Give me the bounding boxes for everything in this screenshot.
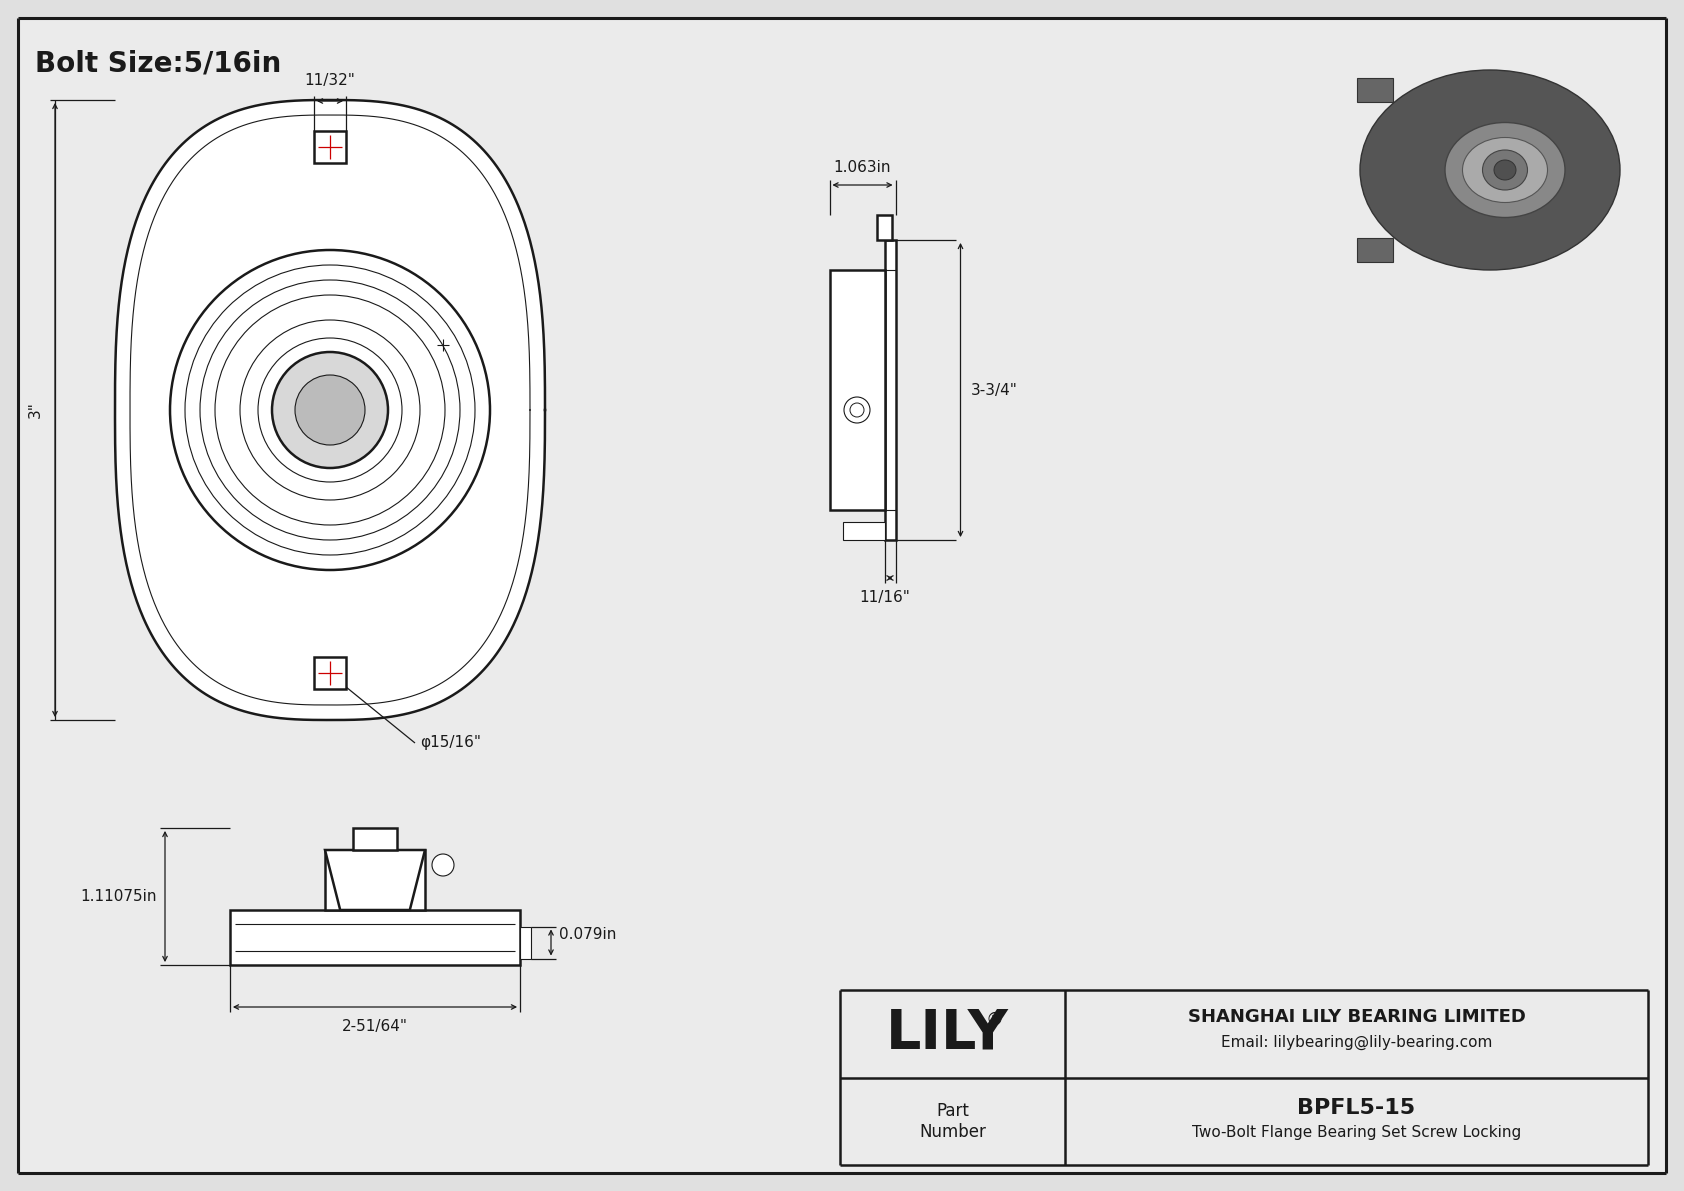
Text: 3-3/4": 3-3/4" — [970, 382, 1017, 398]
Bar — [877, 216, 893, 241]
Bar — [842, 522, 884, 540]
Circle shape — [433, 854, 455, 877]
Text: BPFL5-15: BPFL5-15 — [1297, 1097, 1416, 1117]
Text: φ15/16": φ15/16" — [419, 736, 482, 750]
Bar — [313, 657, 345, 690]
Text: 1.063in: 1.063in — [834, 160, 891, 175]
Ellipse shape — [1462, 137, 1548, 202]
Circle shape — [295, 375, 365, 445]
Bar — [354, 828, 397, 850]
Bar — [1357, 77, 1393, 102]
Bar — [231, 910, 520, 965]
Text: 1.11075in: 1.11075in — [81, 888, 157, 904]
Polygon shape — [325, 850, 424, 910]
Bar — [313, 131, 345, 163]
Text: 2-51/64": 2-51/64" — [342, 1019, 408, 1034]
Bar — [884, 241, 896, 540]
Ellipse shape — [1494, 160, 1516, 180]
Circle shape — [273, 353, 387, 468]
Text: 3": 3" — [29, 401, 44, 418]
Ellipse shape — [1445, 123, 1564, 218]
Text: Two-Bolt Flange Bearing Set Screw Locking: Two-Bolt Flange Bearing Set Screw Lockin… — [1192, 1125, 1521, 1141]
Text: 11/32": 11/32" — [305, 73, 355, 88]
Text: LILY: LILY — [886, 1006, 1009, 1061]
Text: 0.079in: 0.079in — [559, 927, 616, 942]
Text: SHANGHAI LILY BEARING LIMITED: SHANGHAI LILY BEARING LIMITED — [1187, 1008, 1526, 1025]
Bar — [1357, 238, 1393, 262]
Bar — [830, 270, 884, 510]
Bar — [325, 850, 424, 910]
Polygon shape — [115, 100, 546, 721]
Text: Email: lilybearing@lily-bearing.com: Email: lilybearing@lily-bearing.com — [1221, 1035, 1492, 1050]
Ellipse shape — [1361, 70, 1620, 270]
Bar — [520, 927, 530, 959]
Text: Part
Number: Part Number — [919, 1102, 985, 1141]
Ellipse shape — [1482, 150, 1527, 191]
Text: 11/16": 11/16" — [859, 590, 909, 605]
Text: Bolt Size:5/16in: Bolt Size:5/16in — [35, 50, 281, 77]
Text: ®: ® — [985, 1011, 1004, 1029]
Circle shape — [844, 397, 871, 423]
